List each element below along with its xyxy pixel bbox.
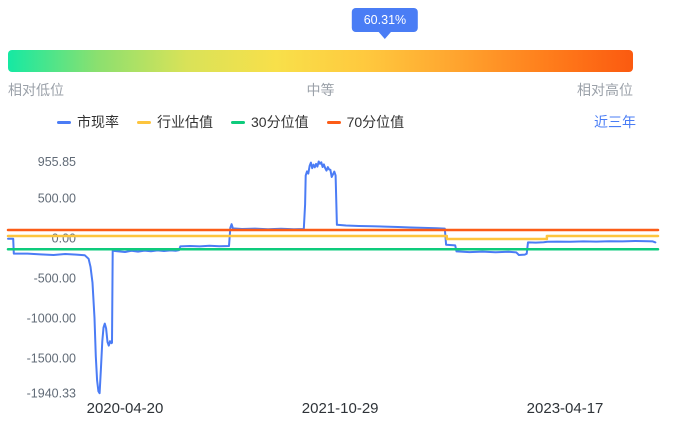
legend-item-label: 30分位值 [251,114,309,130]
y-axis-tick-label: -1500.00 [27,352,76,366]
series-line-行业估值 [6,234,660,241]
legend-item-行业估值[interactable]: 行业估值 [137,112,213,132]
legend-item-70分位值[interactable]: 70分位值 [326,112,405,132]
percentile-tooltip: 60.31% [351,8,419,39]
tooltip-arrow-icon [377,31,392,39]
series-line-市现率 [7,160,657,395]
gradient-bar-labels: 相对低位 中等 相对高位 [8,80,633,98]
x-axis-tick-label: 2021-10-29 [302,400,379,417]
y-axis-tick-label: -1000.00 [27,312,76,326]
chart-legend: 市现率 行业估值 30分位值 70分位值 [57,112,404,132]
y-axis-tick-label: -500.00 [34,272,76,286]
line-chart[interactable]: 955.85 500.00 0.00 -500.00 -1000.00 -1500.00 -… [0,148,686,440]
chart-legend-row: 市现率 行业估值 30分位值 70分位值 近三年 [0,112,686,132]
percentile-gradient-bar[interactable] [8,50,633,72]
legend-dash-icon [231,120,245,124]
legend-item-label: 行业估值 [157,114,213,130]
legend-item-label: 市现率 [77,114,119,130]
y-axis-tick-label: 0.00 [52,232,76,246]
legend-item-市现率[interactable]: 市现率 [57,112,119,132]
y-axis-tick-label: 955.85 [38,155,76,169]
y-axis-tick-label: 500.00 [38,192,76,206]
legend-dash-icon [57,120,71,124]
legend-dash-icon [326,120,341,124]
x-axis-tick-label: 2020-04-20 [87,400,164,417]
legend-item-label: 70分位值 [346,114,405,130]
line-chart-svg[interactable]: 955.85 500.00 0.00 -500.00 -1000.00 -1500.00 -… [0,148,686,440]
x-axis-tick-label: 2023-04-17 [527,400,604,417]
legend-dash-icon [137,120,151,124]
time-range-link[interactable]: 近三年 [594,114,636,130]
label-relative-high: 相对高位 [577,82,633,98]
y-axis-tick-label: -1940.33 [27,387,76,401]
legend-item-30分位值[interactable]: 30分位值 [231,112,309,132]
label-relative-low: 相对低位 [8,82,64,98]
percentile-tooltip-value: 60.31% [363,13,407,27]
label-medium: 中等 [306,82,335,98]
